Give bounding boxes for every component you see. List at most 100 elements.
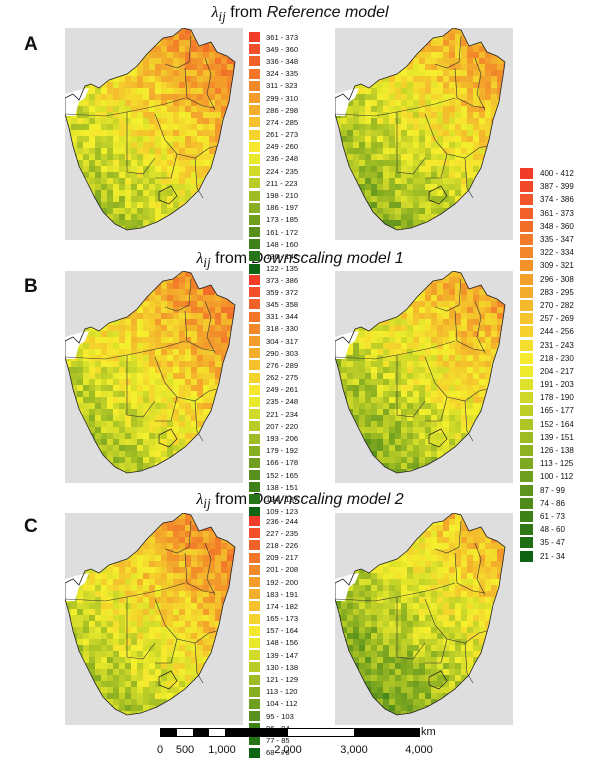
raster-cell xyxy=(359,232,365,238)
raster-cell xyxy=(425,475,431,481)
raster-cell xyxy=(185,603,191,609)
raster-cell xyxy=(377,160,383,166)
raster-cell xyxy=(383,373,389,379)
raster-cell xyxy=(125,94,131,100)
raster-cell xyxy=(383,124,389,130)
raster-cell xyxy=(233,439,235,445)
raster-cell xyxy=(119,603,125,609)
raster-cell xyxy=(473,319,479,325)
raster-cell xyxy=(347,118,353,124)
raster-cell xyxy=(155,343,161,349)
raster-cell xyxy=(509,226,513,232)
raster-cell xyxy=(377,301,383,307)
raster-cell xyxy=(131,367,137,373)
raster-cell xyxy=(125,379,131,385)
raster-cell xyxy=(179,172,185,178)
raster-cell xyxy=(497,361,503,367)
raster-cell xyxy=(425,379,431,385)
raster-cell xyxy=(347,463,353,469)
raster-cell xyxy=(95,160,101,166)
raster-cell xyxy=(119,106,125,112)
raster-cell xyxy=(449,307,455,313)
raster-cell xyxy=(371,433,377,439)
raster-cell xyxy=(419,58,425,64)
raster-cell xyxy=(191,421,197,427)
raster-cell xyxy=(209,591,215,597)
raster-cell xyxy=(119,166,125,172)
raster-cell xyxy=(71,226,77,230)
raster-cell xyxy=(131,301,137,307)
raster-cell xyxy=(179,319,185,325)
raster-cell xyxy=(359,112,365,118)
raster-cell xyxy=(83,154,89,160)
raster-cell xyxy=(365,226,371,230)
raster-cell xyxy=(179,579,185,585)
raster-cell xyxy=(461,397,467,403)
raster-cell xyxy=(347,238,353,240)
raster-cell xyxy=(209,397,215,403)
raster-cell xyxy=(149,307,155,313)
raster-cell xyxy=(239,549,243,555)
raster-cell xyxy=(221,34,227,40)
raster-cell xyxy=(191,621,197,627)
raster-cell xyxy=(461,475,467,481)
raster-cell xyxy=(233,475,239,481)
raster-cell xyxy=(395,451,401,457)
raster-cell xyxy=(107,579,113,585)
raster-cell xyxy=(185,226,191,230)
raster-cell xyxy=(233,40,235,46)
raster-cell xyxy=(155,403,161,409)
raster-cell xyxy=(65,295,71,301)
raster-cell xyxy=(395,46,401,52)
raster-cell xyxy=(437,184,443,190)
raster-cell xyxy=(233,385,235,391)
raster-cell xyxy=(341,289,347,295)
raster-cell xyxy=(125,537,131,543)
raster-cell xyxy=(383,397,389,403)
raster-cell xyxy=(389,475,395,481)
raster-cell xyxy=(107,331,113,337)
raster-cell xyxy=(425,184,431,190)
raster-cell xyxy=(179,232,185,238)
raster-cell xyxy=(335,34,341,40)
raster-cell xyxy=(365,469,371,473)
raster-cell xyxy=(407,220,413,226)
raster-cell xyxy=(203,343,209,349)
raster-cell xyxy=(215,445,221,451)
raster-cell xyxy=(149,154,155,160)
raster-cell xyxy=(215,76,221,82)
raster-cell xyxy=(401,172,407,178)
raster-cell xyxy=(161,543,167,549)
raster-cell xyxy=(137,214,143,220)
raster-cell xyxy=(443,166,449,172)
raster-cell xyxy=(215,475,221,481)
raster-cell xyxy=(431,379,437,385)
raster-cell xyxy=(191,519,197,525)
raster-cell xyxy=(137,457,143,463)
raster-cell xyxy=(215,555,221,561)
raster-cell xyxy=(137,160,143,166)
raster-cell xyxy=(209,112,215,118)
raster-cell xyxy=(179,118,185,124)
raster-cell xyxy=(407,277,413,283)
raster-cell xyxy=(107,615,113,621)
raster-cell xyxy=(191,475,197,481)
raster-cell xyxy=(143,597,149,603)
raster-cell xyxy=(389,367,395,373)
raster-cell xyxy=(353,283,359,289)
raster-cell xyxy=(407,232,413,238)
raster-cell xyxy=(185,64,191,70)
raster-cell xyxy=(239,561,243,567)
raster-cell xyxy=(467,172,473,178)
raster-cell xyxy=(365,160,371,166)
raster-cell xyxy=(425,307,431,313)
raster-cell xyxy=(71,543,77,549)
raster-cell xyxy=(65,525,71,531)
raster-cell xyxy=(509,178,513,184)
raster-cell xyxy=(101,172,107,178)
raster-cell xyxy=(221,28,227,34)
raster-cell xyxy=(467,130,473,136)
raster-cell xyxy=(479,130,485,136)
raster-cell xyxy=(65,621,71,627)
raster-cell xyxy=(143,82,149,88)
